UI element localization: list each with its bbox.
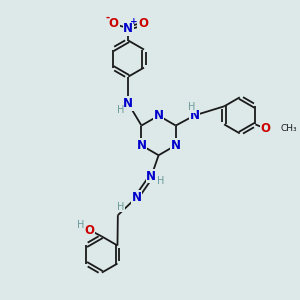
Text: N: N (190, 109, 200, 122)
Text: N: N (123, 97, 134, 110)
Text: +: + (130, 17, 137, 26)
Text: N: N (154, 109, 164, 122)
Text: CH₃: CH₃ (280, 124, 297, 133)
Text: H: H (76, 220, 84, 230)
Text: N: N (146, 170, 156, 183)
Text: O: O (109, 17, 119, 30)
Text: N: N (132, 191, 142, 204)
Text: H: H (188, 102, 196, 112)
Text: N: N (123, 22, 134, 35)
Text: -: - (105, 13, 110, 22)
Text: H: H (157, 176, 164, 186)
Text: N: N (136, 139, 146, 152)
Text: H: H (116, 104, 124, 115)
Text: O: O (261, 122, 271, 135)
Text: O: O (85, 224, 94, 237)
Text: N: N (171, 139, 181, 152)
Text: O: O (138, 17, 148, 30)
Text: H: H (117, 202, 124, 212)
